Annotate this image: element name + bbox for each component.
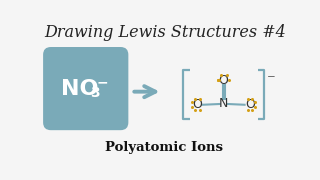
Text: O: O (219, 74, 228, 87)
Text: N: N (219, 97, 228, 110)
Text: −: − (267, 72, 276, 82)
Text: Polyatomic Ions: Polyatomic Ions (105, 141, 223, 154)
Text: NO: NO (61, 79, 98, 99)
FancyBboxPatch shape (43, 47, 128, 130)
Text: O: O (245, 98, 255, 111)
Text: Drawing Lewis Structures #4: Drawing Lewis Structures #4 (45, 24, 286, 41)
Text: O: O (192, 98, 202, 111)
Text: −: − (97, 75, 108, 89)
Text: 3: 3 (90, 86, 100, 100)
